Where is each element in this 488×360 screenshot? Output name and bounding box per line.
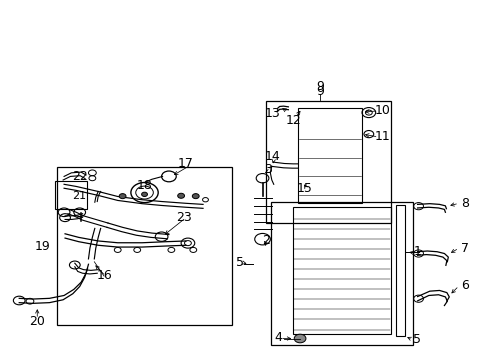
Text: 20: 20	[29, 315, 45, 328]
Text: 3: 3	[264, 163, 271, 176]
Text: 12: 12	[285, 114, 301, 127]
Text: 5: 5	[412, 333, 420, 346]
Text: 9: 9	[316, 80, 324, 93]
Text: 19: 19	[34, 240, 50, 253]
Text: 8: 8	[460, 197, 468, 210]
Text: 16: 16	[96, 269, 112, 282]
Bar	[395, 205, 405, 336]
Bar	[293, 207, 390, 334]
Text: 13: 13	[264, 107, 280, 120]
Text: 23: 23	[175, 211, 191, 224]
Text: 1: 1	[413, 245, 421, 258]
Text: 14: 14	[264, 150, 280, 163]
Text: 18: 18	[136, 179, 152, 192]
Circle shape	[192, 194, 199, 199]
Text: 10: 10	[374, 104, 390, 117]
Circle shape	[119, 194, 126, 199]
Text: 11: 11	[374, 130, 390, 144]
Circle shape	[177, 193, 184, 198]
Text: 5: 5	[235, 256, 243, 269]
Text: 4: 4	[274, 331, 282, 344]
Bar	[271, 202, 412, 345]
Text: 21: 21	[73, 191, 86, 201]
Circle shape	[142, 192, 147, 197]
Text: 15: 15	[296, 183, 312, 195]
Bar	[298, 108, 361, 203]
Text: 6: 6	[460, 279, 468, 292]
Text: 7: 7	[460, 242, 468, 255]
Text: 22: 22	[72, 170, 87, 183]
Bar	[55, 181, 87, 210]
Text: 17: 17	[178, 157, 194, 170]
Circle shape	[294, 334, 305, 343]
Bar	[266, 101, 390, 223]
Bar	[57, 167, 232, 325]
Text: 9: 9	[316, 85, 324, 98]
Text: 2: 2	[262, 234, 270, 247]
